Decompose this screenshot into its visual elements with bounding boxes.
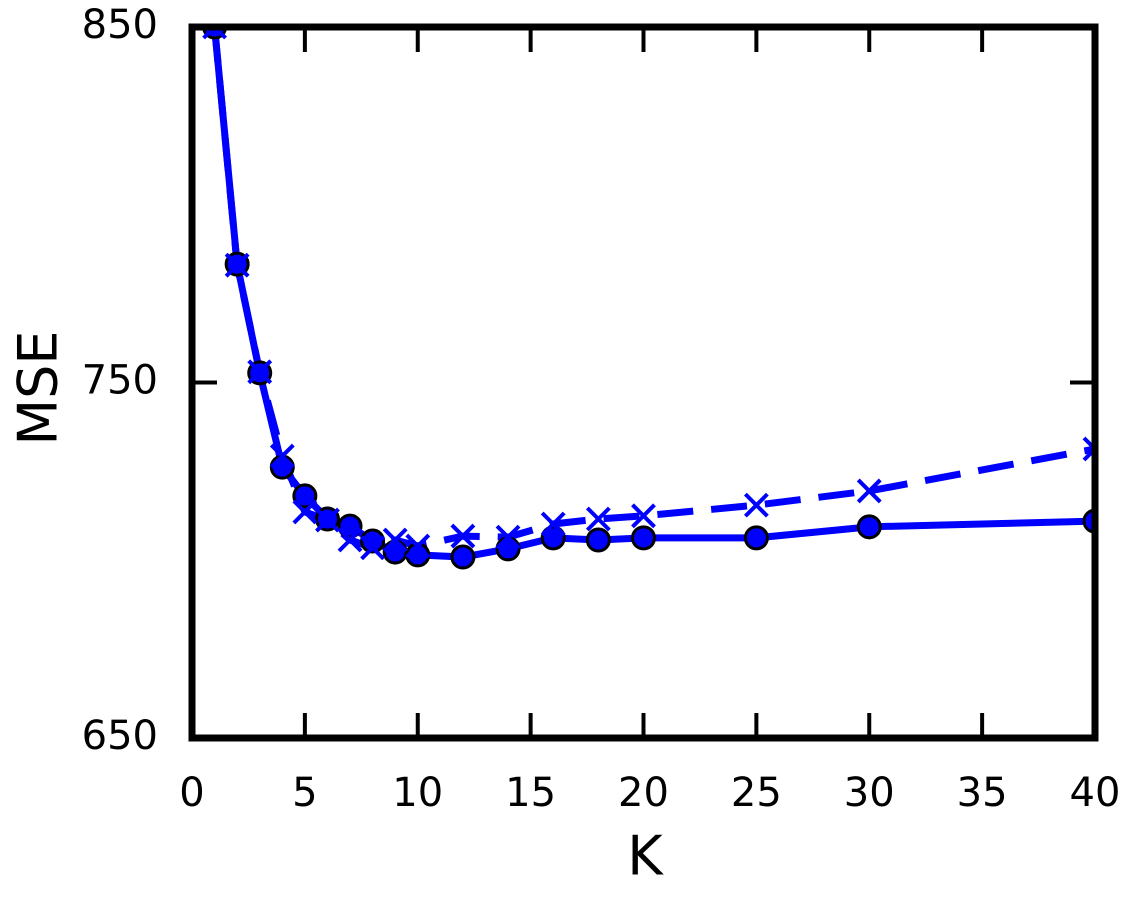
x-axis-label: K (627, 825, 664, 888)
data-point (202, 27, 227, 40)
data-point (495, 536, 521, 562)
x-tick-label: 35 (957, 770, 1008, 816)
data-point (1082, 436, 1095, 462)
series-line (211, 27, 1095, 561)
data-point (292, 483, 318, 509)
data-point (631, 525, 656, 551)
data-point (360, 535, 386, 561)
x-tick-label: 0 (179, 770, 204, 816)
x-tick-label: 20 (618, 770, 669, 816)
data-point (585, 506, 611, 532)
x-tick-label: 15 (505, 770, 556, 816)
y-axis-label: MSE (7, 331, 70, 446)
data-point (540, 511, 566, 537)
data-point (495, 524, 521, 550)
data-point (743, 492, 769, 518)
x-tick-label: 10 (392, 770, 443, 816)
data-point (540, 525, 566, 551)
data-point (450, 544, 476, 570)
y-tick-label: 650 (82, 713, 158, 759)
data-point (269, 443, 295, 469)
data-point (360, 528, 386, 554)
data-point (382, 527, 408, 553)
data-point (337, 527, 363, 553)
data-point (315, 507, 340, 533)
plot-frame (188, 23, 1099, 742)
data-point (292, 499, 318, 525)
data-point (269, 454, 295, 480)
data-point (247, 359, 273, 385)
plot-area (202, 27, 1095, 570)
data-point (405, 533, 431, 559)
data-point (856, 514, 882, 540)
data-point (856, 478, 882, 504)
x-tick-label: 40 (1070, 770, 1121, 816)
axes: 0 5 10 15 20 25 30 35 40 650 750 850 (82, 2, 1121, 816)
data-point (450, 523, 476, 549)
data-point (337, 513, 363, 539)
x-tick-label: 25 (731, 770, 782, 816)
data-point (585, 527, 611, 553)
series-line (211, 27, 1095, 552)
data-point (382, 539, 408, 565)
data-point (224, 252, 250, 278)
data-point (743, 525, 769, 551)
y-tick-label: 850 (82, 2, 158, 48)
data-point (631, 503, 656, 529)
x-tick-label: 30 (844, 770, 895, 816)
x-tick-label: 5 (292, 770, 317, 816)
y-tick-label: 750 (82, 358, 158, 404)
